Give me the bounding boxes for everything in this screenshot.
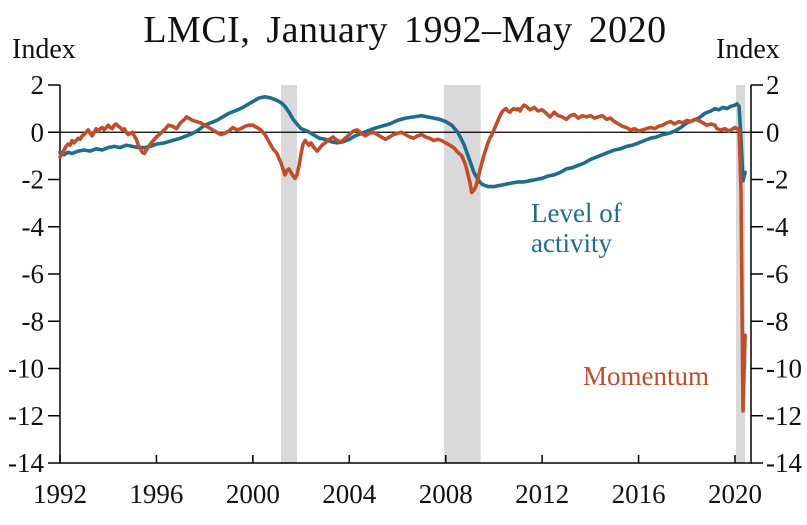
y-axis-unit-left: Index xyxy=(12,34,76,65)
x-tick-label: 2016 xyxy=(612,479,666,509)
y-tick-label-left: 0 xyxy=(31,117,45,147)
x-tick-label: 2008 xyxy=(419,479,473,509)
x-tick-label: 1996 xyxy=(129,479,183,509)
y-tick-label-right: 0 xyxy=(766,117,780,147)
x-tick-label: 1992 xyxy=(33,479,87,509)
y-tick-label-left: 2 xyxy=(31,70,45,100)
series-line-momentum xyxy=(58,103,747,413)
y-tick-label-right: -2 xyxy=(766,165,789,195)
y-tick-label-left: -2 xyxy=(22,165,45,195)
y-tick-label-right: 2 xyxy=(766,70,780,100)
series-line-level-of-activity xyxy=(58,95,747,189)
y-tick-label-left: -6 xyxy=(22,259,45,289)
y-axis-unit-right: Index xyxy=(716,34,780,65)
y-tick-label-right: -14 xyxy=(766,448,802,478)
series-label-level-line2: activity xyxy=(531,228,612,258)
y-tick-label-left: -14 xyxy=(8,448,44,478)
y-tick-label-right: -4 xyxy=(766,212,789,242)
y-tick-label-right: -10 xyxy=(766,354,802,384)
recession-band xyxy=(443,85,481,463)
y-tick-label-right: -6 xyxy=(766,259,789,289)
chart-title: LMCI, January 1992–May 2020 xyxy=(143,9,667,51)
x-tick-label: 2012 xyxy=(515,479,569,509)
series-label-momentum: Momentum xyxy=(583,361,709,391)
recession-band xyxy=(281,85,297,463)
x-tick-label: 2000 xyxy=(226,479,280,509)
x-tick-label: 2020 xyxy=(708,479,762,509)
y-tick-label-right: -12 xyxy=(766,401,802,431)
series-label-level-of-activity: Level of activity xyxy=(531,198,622,258)
y-tick-label-left: -10 xyxy=(8,354,44,384)
y-tick-label-right: -8 xyxy=(766,306,789,336)
series-label-level-line1: Level of xyxy=(531,198,622,228)
x-tick-label: 2004 xyxy=(322,479,377,509)
y-tick-label-left: -8 xyxy=(22,306,45,336)
y-tick-label-left: -12 xyxy=(8,401,44,431)
y-tick-label-left: -4 xyxy=(22,212,45,242)
